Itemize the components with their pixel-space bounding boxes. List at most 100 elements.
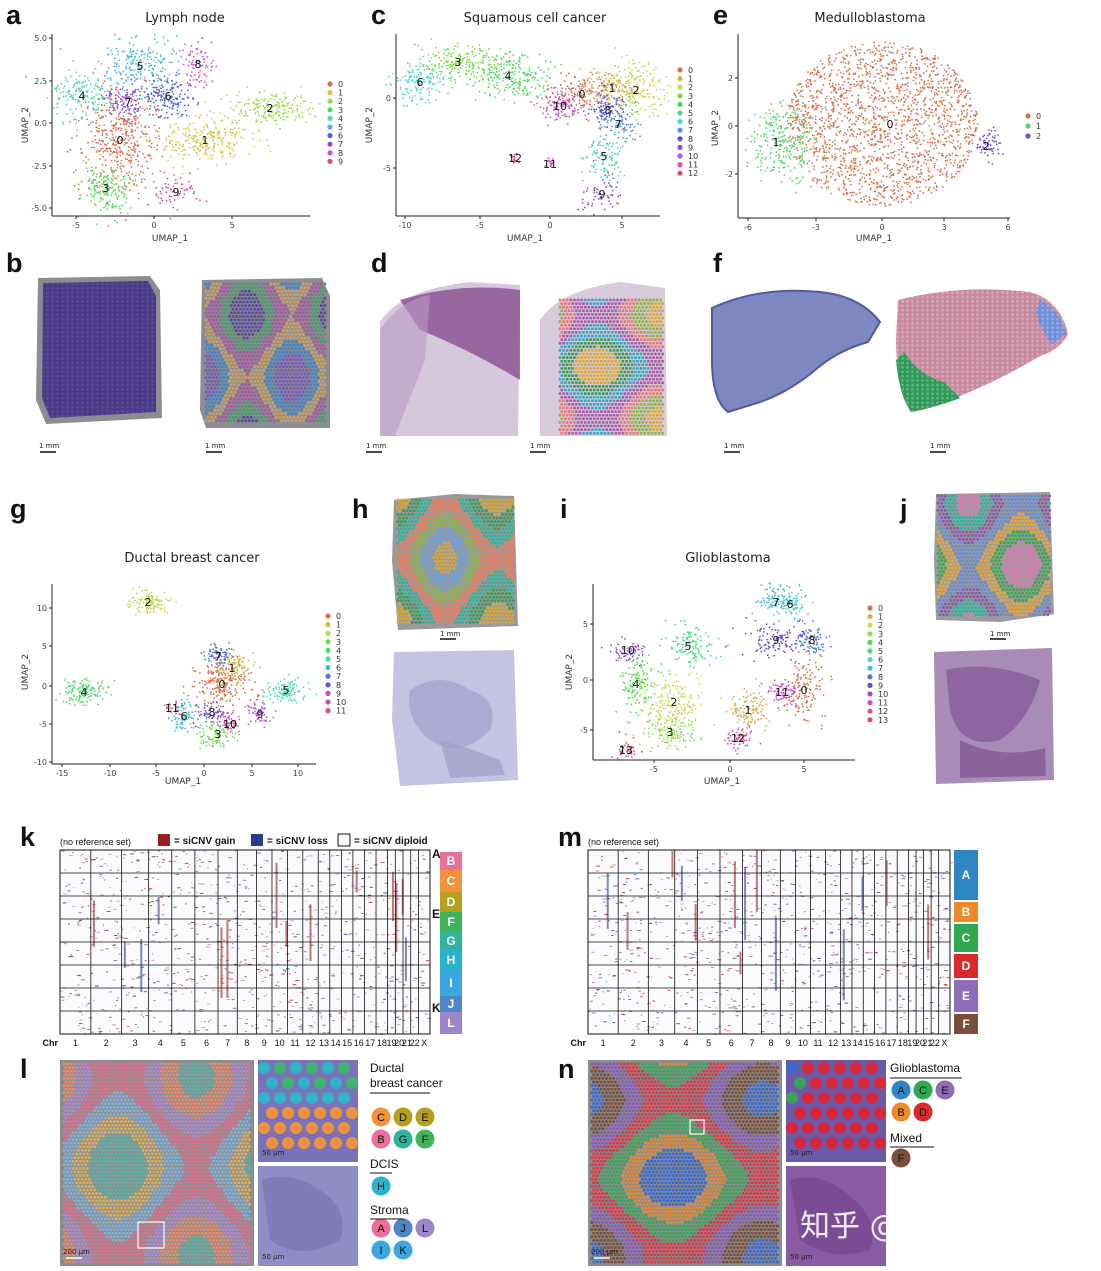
umap-point	[93, 192, 96, 195]
umap-point	[648, 105, 651, 108]
panel-letter-e: e	[713, 0, 728, 30]
umap-point	[872, 82, 875, 85]
umap-point	[927, 159, 929, 161]
umap-point	[900, 132, 903, 135]
umap-point	[655, 108, 658, 111]
umap-point	[146, 167, 149, 170]
umap-point	[929, 145, 932, 147]
legend-key	[677, 162, 683, 168]
umap-point	[302, 100, 304, 103]
umap-point	[824, 156, 826, 159]
umap-point	[930, 192, 933, 194]
umap-point	[545, 80, 548, 83]
umap-point	[84, 101, 87, 104]
umap-point	[139, 136, 142, 139]
umap-point	[422, 63, 425, 66]
umap-point	[590, 108, 593, 111]
umap-point	[905, 164, 908, 166]
umap-point	[411, 79, 414, 82]
umap-point	[946, 159, 949, 162]
umap-point	[116, 166, 119, 169]
umap-point	[101, 183, 104, 185]
umap-point	[948, 153, 950, 156]
umap-point	[95, 122, 98, 124]
umap-point	[640, 74, 643, 77]
umap-point	[842, 193, 845, 196]
umap-point	[229, 100, 232, 103]
umap-point	[135, 34, 138, 37]
umap-point	[815, 90, 818, 93]
umap-point	[512, 82, 515, 84]
umap-point	[583, 84, 586, 87]
umap-point	[925, 163, 928, 166]
umap-point	[427, 53, 430, 56]
umap-point	[845, 89, 848, 92]
umap-point	[559, 116, 562, 119]
umap-point	[868, 172, 871, 175]
umap-point	[654, 103, 657, 106]
umap-point	[196, 103, 199, 106]
umap-point	[919, 91, 921, 94]
umap-point	[580, 104, 582, 107]
cluster-label: 7	[615, 118, 622, 131]
umap-point	[176, 112, 179, 115]
umap-point	[915, 133, 918, 135]
umap-point	[141, 49, 143, 52]
umap-point	[887, 138, 889, 141]
umap-point	[626, 91, 629, 94]
umap-point	[269, 114, 272, 117]
umap-point	[436, 76, 439, 79]
umap-point	[103, 171, 106, 174]
umap-point	[593, 109, 596, 111]
umap-point	[845, 105, 847, 108]
umap-point	[94, 138, 97, 141]
umap-point	[516, 81, 519, 84]
umap-point	[975, 110, 977, 113]
umap-point	[126, 212, 129, 215]
umap-point	[627, 67, 630, 70]
umap-point	[827, 126, 829, 128]
umap-point	[600, 102, 602, 104]
umap-point	[224, 115, 226, 117]
umap-point	[177, 60, 180, 63]
umap-point	[647, 61, 650, 64]
umap-point	[956, 166, 959, 169]
umap-point	[106, 201, 109, 204]
umap-point	[649, 85, 652, 88]
umap-point	[193, 149, 196, 151]
umap-point	[217, 134, 219, 137]
umap-point	[406, 62, 409, 64]
umap-point	[167, 183, 170, 186]
umap-point	[210, 117, 213, 120]
umap-point	[902, 176, 905, 179]
umap-point	[889, 139, 892, 142]
umap-point	[614, 161, 617, 164]
umap-point	[642, 95, 645, 98]
umap-point	[830, 109, 833, 112]
umap-point	[165, 111, 168, 114]
umap-point	[80, 116, 83, 118]
umap-point	[938, 152, 940, 155]
umap-point	[943, 107, 946, 110]
umap-point	[846, 129, 849, 131]
umap-point	[933, 166, 936, 169]
umap-point	[893, 119, 896, 121]
umap-point	[172, 104, 175, 107]
umap-point	[819, 118, 821, 121]
umap-point	[396, 79, 399, 82]
umap-point	[916, 197, 919, 200]
umap-point	[485, 54, 488, 57]
umap-point	[265, 116, 268, 119]
umap-point	[835, 133, 837, 135]
umap-point	[938, 105, 940, 108]
cluster-label: 4	[505, 70, 512, 83]
umap-point	[428, 101, 431, 104]
umap-point	[102, 115, 105, 118]
umap-point	[618, 90, 620, 93]
umap-point	[92, 121, 94, 123]
umap-point	[933, 141, 936, 144]
umap-point	[97, 103, 100, 106]
umap-point	[861, 82, 864, 84]
umap-point	[896, 84, 899, 86]
umap-point	[617, 147, 619, 150]
